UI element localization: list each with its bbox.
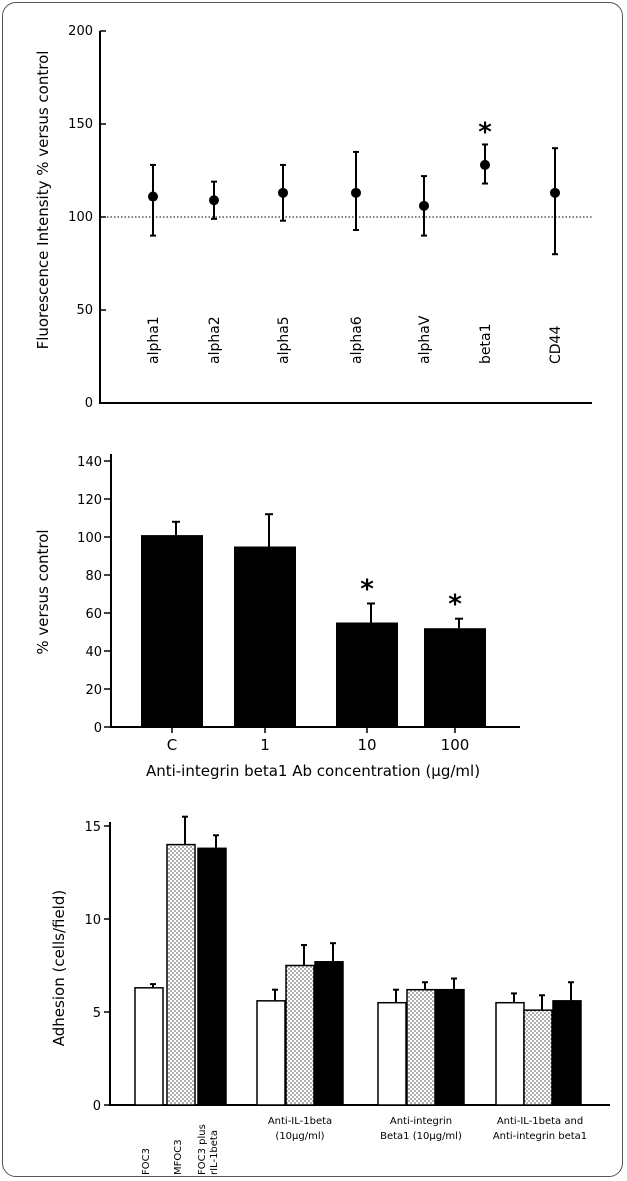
p3-group-label: MFOC3 <box>173 1139 184 1175</box>
p3-group-label: Anti-integrin beta1 <box>493 1131 587 1142</box>
p3-bar <box>134 987 164 1106</box>
p1-category-label: alpha6 <box>349 316 365 364</box>
p3-y-tick-label: 15 <box>84 820 101 835</box>
p1-category-label: alpha2 <box>207 316 223 364</box>
p3-bar <box>314 961 344 1106</box>
p2-category-label: 100 <box>441 736 470 754</box>
p2-y-axis-title: % versus control <box>34 529 52 654</box>
p3-group-label: rIL-1beta <box>209 1130 220 1175</box>
p2-y-tick-label: 0 <box>94 721 102 736</box>
p1-data-point <box>351 187 361 198</box>
p2-y-tick-label: 100 <box>77 531 102 546</box>
p1-category-label: CD44 <box>548 326 564 364</box>
p3-bar <box>166 843 196 1106</box>
p3-bar <box>406 988 436 1106</box>
p3-bar <box>523 1009 553 1106</box>
p3-y-tick-label: 10 <box>84 913 101 928</box>
panel-1-integrin-expression: Fluorescence Intensity % versus control … <box>34 24 592 411</box>
p1-data-point <box>209 195 219 206</box>
p2-y-tick-label: 60 <box>85 607 102 622</box>
panel-3-adhesion: Adhesion (cells/field) 0 5 10 15 FOC3 MFOC3 F… <box>50 815 610 1175</box>
p1-y-tick-label: 100 <box>68 210 93 225</box>
p3-bar <box>495 1001 525 1106</box>
p2-category-label: 1 <box>260 736 270 754</box>
p2-bar <box>141 535 203 727</box>
p1-category-label: alpha1 <box>146 316 162 364</box>
p3-group-label: FOC3 <box>141 1148 152 1175</box>
p1-data-point <box>278 187 288 198</box>
p1-data-point <box>419 200 429 211</box>
p1-category-label: alphaV <box>417 315 433 364</box>
p1-data-point <box>550 187 560 198</box>
p3-bar <box>552 1000 582 1106</box>
p2-y-tick-label: 40 <box>85 645 102 660</box>
p1-y-tick-label: 0 <box>85 396 93 411</box>
p2-y-tick-label: 120 <box>77 493 102 508</box>
p3-bar <box>435 988 465 1106</box>
p1-data-point <box>148 191 158 202</box>
p3-y-tick-label: 5 <box>93 1006 101 1021</box>
p2-bar <box>424 628 486 727</box>
p2-category-label: C <box>167 736 177 754</box>
p2-y-tick-label: 80 <box>85 569 102 584</box>
p2-bar <box>336 622 398 727</box>
p1-significance-star: * <box>478 117 492 147</box>
panel-2-antibody-dose: % versus control Anti-integrin beta1 Ab … <box>34 454 520 780</box>
p1-y-tick-label: 200 <box>68 24 93 39</box>
p2-y-tick-label: 20 <box>85 683 102 698</box>
p3-group-label: Anti-IL-1beta <box>268 1116 332 1127</box>
p2-significance-star: * <box>448 590 462 620</box>
p1-category-label: beta1 <box>478 324 494 364</box>
p3-bar <box>197 847 227 1106</box>
p1-y-tick-label: 150 <box>68 117 93 132</box>
p1-category-label: alpha5 <box>276 316 292 364</box>
p3-bar <box>285 964 315 1106</box>
p2-category-label: 10 <box>357 736 376 754</box>
p1-y-tick-label: 50 <box>76 303 93 318</box>
p3-group-label: Anti-integrin <box>390 1116 452 1127</box>
p3-group-label: Anti-IL-1beta and <box>497 1116 583 1127</box>
p3-group-label: Beta1 (10µg/ml) <box>380 1131 462 1142</box>
p3-bar <box>377 1001 407 1106</box>
p2-significance-star: * <box>360 575 374 605</box>
p3-group-label: FOC3 plus <box>197 1124 208 1175</box>
p3-bar <box>256 1000 286 1106</box>
p3-group-label: (10µg/ml) <box>275 1131 324 1142</box>
p1-y-axis-title: Fluorescence Intensity % versus control <box>34 51 52 350</box>
p1-data-point <box>480 159 490 170</box>
p2-y-tick-label: 140 <box>77 455 102 470</box>
p2-bar <box>234 546 296 727</box>
p3-y-axis-title: Adhesion (cells/field) <box>50 890 68 1046</box>
p2-x-axis-title: Anti-integrin beta1 Ab concentration (µg… <box>146 762 480 780</box>
p3-y-tick-label: 0 <box>93 1099 101 1114</box>
